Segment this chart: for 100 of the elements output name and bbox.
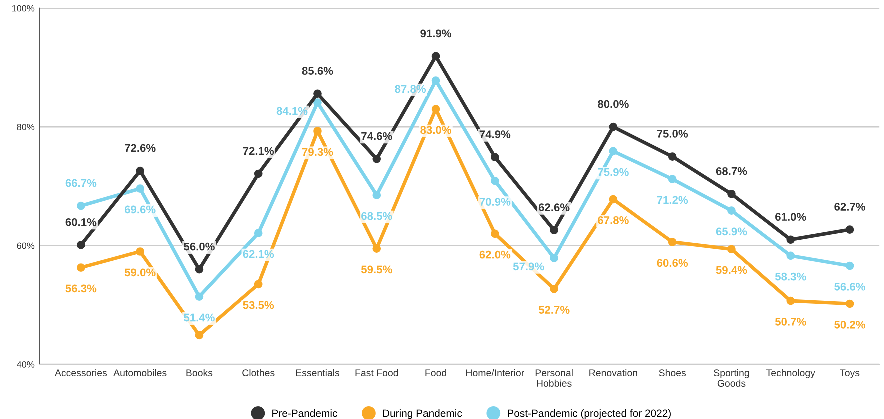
- data-label: 87.8%: [395, 85, 426, 94]
- point: [786, 296, 796, 306]
- data-label: 72.1%: [243, 147, 274, 156]
- point: [550, 284, 558, 294]
- data-label: 70.9%: [480, 198, 511, 206]
- point: [550, 226, 558, 235]
- data-label: 62.1%: [243, 250, 274, 258]
- x-tick-label: Shoes: [659, 369, 686, 377]
- point: [668, 175, 677, 184]
- data-label: 85.6%: [302, 67, 334, 75]
- point: [314, 98, 322, 107]
- y-tick-label: 40%: [17, 361, 35, 368]
- data-label: 60.1%: [66, 218, 97, 226]
- x-tick-label: Home/Interior: [466, 369, 524, 377]
- x-tick-label: Books: [186, 369, 213, 377]
- data-label: 61.0%: [776, 213, 806, 222]
- point: [728, 206, 736, 215]
- x-tick-label: Personal Hobbies: [536, 369, 573, 388]
- point: [846, 262, 854, 270]
- data-label: 56.6%: [834, 282, 866, 291]
- point: [490, 176, 500, 186]
- data-label: 68.7%: [716, 167, 748, 176]
- point: [372, 244, 382, 253]
- data-label: 68.5%: [362, 212, 392, 220]
- point: [372, 191, 382, 200]
- point: [314, 90, 322, 98]
- data-label: 71.2%: [657, 196, 688, 204]
- data-label: 51.4%: [184, 314, 215, 322]
- y-tick-label: 100%: [12, 5, 35, 12]
- point: [786, 252, 796, 260]
- data-label: 79.3%: [302, 148, 334, 156]
- data-label: 53.5%: [243, 301, 274, 310]
- point: [195, 331, 204, 340]
- data-label: 65.9%: [716, 228, 748, 236]
- point: [490, 153, 500, 162]
- data-label: 75.0%: [657, 130, 688, 138]
- data-label: 91.9%: [420, 30, 452, 38]
- data-label: 60.6%: [657, 259, 688, 268]
- x-tick-label: Essentials: [296, 369, 340, 377]
- data-label: 59.4%: [716, 266, 748, 274]
- y-tick-label: 60%: [17, 242, 35, 250]
- point: [195, 292, 204, 302]
- data-label: 62.6%: [538, 204, 570, 212]
- point: [254, 170, 263, 178]
- point: [77, 241, 86, 250]
- data-label: 72.6%: [125, 144, 156, 152]
- data-label: 50.2%: [834, 320, 866, 329]
- data-label: 74.6%: [362, 132, 392, 140]
- legend-label: Pre-Pandemic: [272, 410, 338, 418]
- data-label: 84.1%: [276, 107, 308, 116]
- point: [490, 230, 500, 238]
- point: [668, 238, 677, 246]
- data-label: 80.0%: [598, 100, 629, 108]
- point: [432, 76, 440, 85]
- point: [728, 190, 736, 198]
- point: [846, 300, 854, 308]
- data-label: 69.6%: [124, 206, 156, 214]
- data-label: 83.0%: [420, 126, 452, 134]
- x-tick-label: Fast Food: [356, 369, 398, 377]
- data-label: 59.5%: [361, 266, 392, 274]
- point: [136, 184, 144, 193]
- y-tick-label: 80%: [17, 124, 35, 130]
- point: [254, 229, 263, 238]
- data-label: 75.9%: [598, 168, 629, 176]
- point: [372, 154, 382, 164]
- data-label: 57.9%: [513, 262, 544, 271]
- data-label: 59.0%: [124, 268, 156, 277]
- point: [77, 264, 86, 272]
- point: [432, 52, 440, 61]
- data-label: 56.0%: [184, 242, 215, 251]
- point: [846, 226, 854, 234]
- point: [609, 147, 618, 156]
- x-tick-label: Technology: [766, 369, 816, 378]
- point: [728, 245, 736, 254]
- point: [136, 248, 144, 256]
- x-tick-label: Sporting Goods: [714, 369, 750, 388]
- point: [314, 127, 322, 136]
- point: [136, 166, 144, 176]
- data-label: 52.7%: [538, 306, 570, 314]
- point: [254, 280, 263, 289]
- x-tick-label: Clothes: [242, 369, 275, 377]
- point: [786, 236, 796, 244]
- data-label: 67.8%: [598, 216, 629, 224]
- point: [195, 265, 204, 274]
- data-label: 62.0%: [480, 250, 511, 259]
- point: [77, 202, 86, 210]
- point: [550, 254, 558, 262]
- data-label: 74.9%: [480, 130, 511, 139]
- point: [609, 122, 618, 132]
- point: [668, 152, 677, 161]
- legend-label: Post-Pandemic (projected for 2022): [508, 410, 671, 419]
- point: [609, 195, 618, 204]
- x-tick-label: Accessories: [54, 369, 108, 377]
- x-tick-label: Renovation: [590, 369, 638, 377]
- data-label: 56.3%: [66, 284, 97, 293]
- data-label: 62.7%: [834, 203, 866, 211]
- data-label: 50.7%: [775, 318, 806, 326]
- data-label: 58.3%: [775, 272, 806, 281]
- legend-label: During Pandemic: [383, 410, 462, 419]
- x-tick-label: Food: [426, 369, 446, 377]
